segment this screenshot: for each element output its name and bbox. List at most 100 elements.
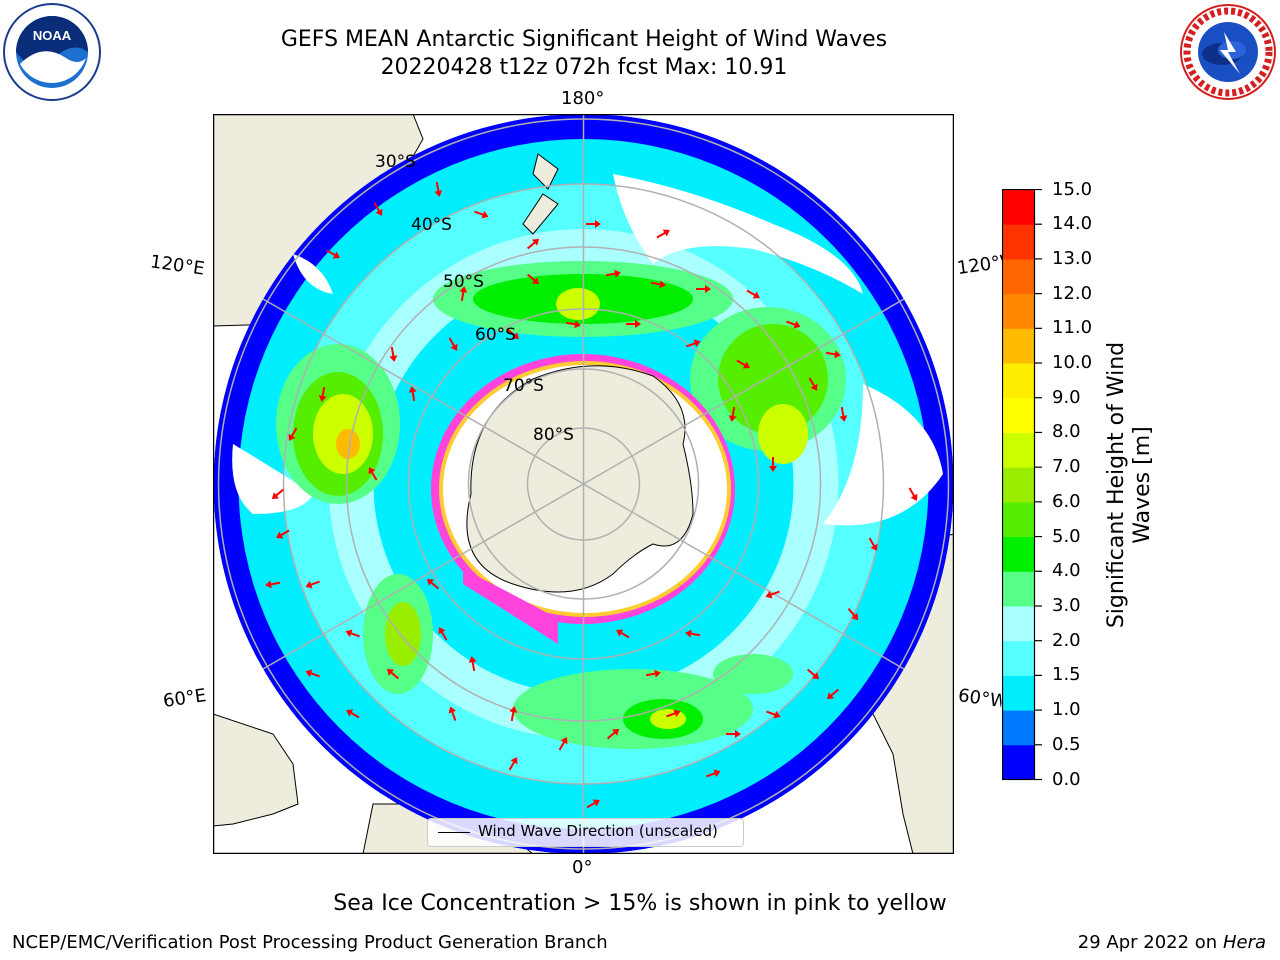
legend-line-icon (438, 832, 470, 833)
wave-direction-arrow (786, 320, 801, 329)
lat-label-40s: 40°S (411, 215, 452, 235)
wave-direction-arrow (305, 580, 320, 589)
chart-subtitle: 20220428 t12z 072h fcst Max: 10.91 (380, 55, 788, 80)
colorbar-tick-label: 8.0 (1052, 421, 1081, 443)
colorbar-tick-label: 13.0 (1052, 247, 1093, 269)
colorbar-cell (1002, 501, 1035, 538)
wave-direction-arrow (389, 346, 398, 362)
colorbar-tick-label: 12.0 (1052, 282, 1093, 304)
wave-direction-arrow (565, 320, 581, 329)
footer-machine: Hera (1222, 932, 1266, 953)
wave-direction-arrow (448, 337, 458, 351)
colorbar-tick-label: 9.0 (1052, 386, 1081, 408)
colorbar-cell (1002, 397, 1035, 433)
wave-direction-arrow (726, 730, 741, 738)
wave-direction-arrow (271, 488, 285, 500)
wave-direction-arrow (706, 769, 721, 778)
wave-direction-arrow (825, 350, 841, 359)
wave-direction-arrow (696, 285, 711, 293)
legend-label: Wind Wave Direction (unscaled) (478, 822, 718, 840)
lon-label-120e: 120°E (148, 251, 206, 280)
map-legend: Wind Wave Direction (unscaled) (427, 818, 744, 847)
polar-map: 30°S 40°S 50°S 60°S 70°S 80°S (213, 114, 954, 854)
lon-label-0: 0° (572, 857, 593, 878)
wave-direction-arrow (276, 529, 290, 539)
graticule (217, 114, 950, 854)
wave-direction-arrow (685, 629, 701, 638)
wave-direction-arrow (386, 668, 400, 680)
wave-direction-arrow (305, 669, 320, 678)
wave-direction-arrow (650, 280, 666, 289)
wave-direction-arrow (765, 590, 780, 599)
lat-label-70s: 70°S (503, 376, 544, 396)
colorbar-tick-label: 14.0 (1052, 213, 1093, 235)
wave-direction-arrow (368, 467, 378, 481)
wave-direction-arrow (448, 706, 457, 721)
wave-direction-arrow (265, 580, 281, 589)
wave-direction-arrow (526, 238, 540, 250)
wave-direction-arrow (459, 286, 468, 302)
lat-label-60s: 60°S (475, 325, 516, 345)
colorbar-tick-label: 4.0 (1052, 560, 1081, 582)
wave-direction-arrow (408, 386, 417, 402)
colorbar-tick-label: 6.0 (1052, 490, 1081, 512)
wave-direction-arrow (426, 578, 440, 590)
colorbar-cell (1002, 467, 1035, 503)
wave-direction-arrow (345, 629, 360, 638)
colorbar (1002, 189, 1042, 781)
colorbar-cell (1002, 605, 1035, 642)
colorbar-tick-label: 10.0 (1052, 352, 1093, 374)
wind-wave-arrows (265, 181, 918, 809)
colorbar-cell (1002, 432, 1035, 468)
wave-direction-arrow (586, 799, 600, 809)
colorbar-tick-label: 0.5 (1052, 733, 1081, 755)
wave-direction-arrow (766, 710, 781, 719)
wave-direction-arrow (526, 273, 540, 285)
wave-direction-arrow (606, 728, 620, 740)
wave-direction-arrow (839, 406, 848, 422)
wave-direction-arrow (626, 320, 641, 328)
colorbar-cell (1002, 571, 1035, 607)
sea-ice-note: Sea Ice Concentration > 15% is shown in … (333, 891, 947, 916)
wave-direction-arrow (645, 669, 661, 678)
wave-direction-arrow (346, 709, 360, 719)
wave-direction-arrow (847, 607, 859, 621)
lon-label-120w: 120°W (955, 251, 1005, 280)
wave-direction-arrow (506, 328, 520, 340)
noaa-logo-text: NOAA (33, 28, 72, 43)
wave-direction-arrow (806, 668, 820, 680)
colorbar-tick-label: 1.0 (1052, 699, 1081, 721)
colorbar-cell (1002, 363, 1035, 399)
colorbar-tick-label: 3.0 (1052, 594, 1081, 616)
wave-direction-arrow (808, 377, 818, 391)
lon-label-60w: 60°W (956, 685, 1004, 712)
wave-direction-arrow (686, 339, 701, 348)
colorbar-tick-label: 15.0 (1052, 178, 1093, 200)
wave-direction-arrow (908, 487, 918, 501)
wave-direction-arrow (318, 386, 327, 402)
wave-direction-arrow (736, 359, 750, 369)
noaa-logo-icon: NOAA (3, 3, 101, 101)
wave-direction-arrow (746, 289, 760, 299)
colorbar-cell (1002, 536, 1035, 572)
colorbar-tick-label: 1.5 (1052, 664, 1081, 686)
wave-direction-arrow (666, 709, 681, 718)
wave-direction-arrow (656, 229, 670, 239)
colorbar-cell (1002, 744, 1035, 780)
map-frame (213, 114, 954, 854)
colorbar-tick-label: 11.0 (1052, 317, 1093, 339)
colorbar-tick-label: 5.0 (1052, 525, 1081, 547)
lat-label-30s: 30°S (375, 152, 416, 172)
colorbar-tick-label: 2.0 (1052, 629, 1081, 651)
lon-label-180: 180° (561, 88, 605, 109)
colorbar-cell (1002, 675, 1035, 711)
colorbar-tick-label: 0.0 (1052, 768, 1081, 790)
lon-label-60e: 60°E (161, 685, 208, 712)
footer-date: 29 Apr 2022 on Hera (1077, 932, 1266, 953)
wave-direction-arrow (434, 181, 443, 197)
colorbar-tick-label: 7.0 (1052, 456, 1081, 478)
colorbar-cell (1002, 293, 1035, 329)
wave-direction-arrow (586, 220, 601, 228)
colorbar-cell (1002, 189, 1035, 225)
wave-direction-arrow (288, 427, 298, 441)
